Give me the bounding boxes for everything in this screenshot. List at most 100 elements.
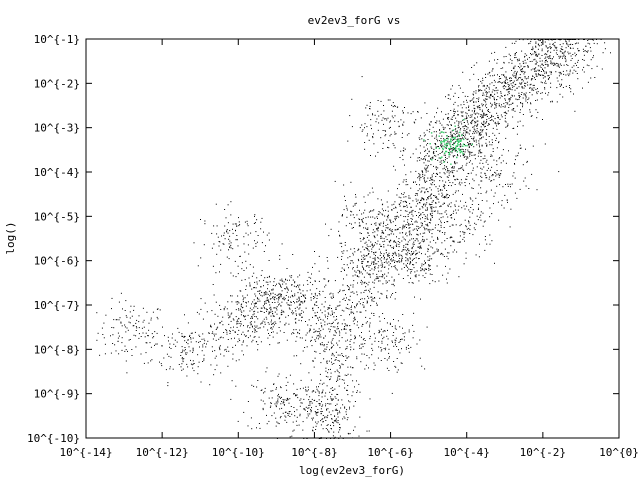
scatter-point	[549, 77, 550, 79]
scatter-point	[486, 120, 488, 122]
scatter-point	[552, 43, 554, 45]
scatter-point	[200, 298, 202, 300]
scatter-point	[442, 254, 444, 256]
scatter-point	[225, 329, 227, 331]
scatter-point	[224, 209, 226, 210]
scatter-point	[229, 331, 231, 333]
scatter-point	[355, 194, 356, 196]
scatter-point	[420, 246, 422, 248]
scatter-point	[367, 261, 368, 263]
scatter-point	[252, 301, 254, 303]
scatter-point	[344, 374, 346, 376]
scatter-point	[272, 390, 274, 392]
scatter-point	[511, 60, 513, 62]
scatter-point	[419, 184, 420, 186]
scatter-point	[557, 63, 559, 65]
scatter-point	[362, 257, 364, 259]
scatter-point	[256, 281, 258, 283]
scatter-point	[389, 219, 391, 221]
scatter-point	[399, 254, 401, 256]
scatter-point	[460, 149, 462, 150]
scatter-point	[409, 197, 411, 199]
scatter-point	[425, 189, 427, 191]
scatter-point	[467, 142, 469, 143]
scatter-point	[359, 311, 361, 313]
scatter-point	[310, 339, 312, 341]
scatter-point	[549, 58, 551, 59]
scatter-point	[471, 110, 473, 112]
scatter-point	[424, 134, 426, 136]
scatter-point	[498, 78, 500, 80]
scatter-point	[534, 58, 536, 60]
scatter-point	[281, 396, 282, 398]
scatter-point	[410, 262, 412, 264]
scatter-point	[375, 121, 377, 123]
scatter-point	[576, 54, 577, 56]
scatter-point	[311, 402, 313, 404]
scatter-point	[473, 227, 475, 229]
scatter-point	[384, 349, 386, 351]
scatter-point	[356, 291, 358, 293]
scatter-point	[220, 309, 222, 310]
scatter-point	[406, 134, 408, 136]
scatter-point	[234, 223, 236, 225]
scatter-point	[426, 167, 428, 169]
scatter-point	[521, 87, 523, 89]
scatter-point	[463, 263, 465, 265]
scatter-point	[557, 80, 559, 82]
scatter-point	[373, 286, 375, 288]
scatter-point	[389, 121, 391, 123]
scatter-point	[363, 258, 365, 260]
scatter-point	[144, 336, 146, 338]
scatter-point	[470, 122, 471, 124]
scatter-point	[261, 291, 263, 293]
scatter-point	[338, 330, 340, 332]
scatter-point	[281, 301, 283, 303]
scatter-point	[461, 207, 463, 209]
scatter-point	[489, 95, 491, 97]
scatter-point	[408, 197, 410, 199]
scatter-point	[244, 318, 246, 320]
scatter-point	[326, 385, 328, 387]
scatter-point	[525, 98, 527, 100]
scatter-point	[307, 411, 308, 412]
scatter-point	[471, 187, 473, 189]
scatter-point	[561, 49, 563, 50]
scatter-point	[429, 265, 431, 267]
scatter-point	[385, 229, 386, 231]
scatter-point	[469, 233, 471, 234]
scatter-point	[311, 345, 313, 347]
scatter-point	[239, 290, 241, 292]
scatter-point	[398, 253, 400, 255]
scatter-point	[294, 307, 296, 309]
scatter-point	[398, 238, 400, 240]
scatter-point	[472, 169, 474, 171]
scatter-point	[549, 55, 551, 56]
scatter-point	[583, 51, 585, 52]
scatter-point	[471, 99, 473, 101]
scatter-point	[417, 157, 419, 159]
scatter-point	[349, 222, 351, 224]
scatter-point	[438, 157, 440, 159]
scatter-point	[519, 96, 521, 97]
scatter-point	[326, 362, 328, 364]
scatter-point	[532, 84, 534, 86]
scatter-point	[571, 58, 573, 59]
scatter-point	[510, 88, 512, 90]
scatter-point	[456, 170, 458, 172]
scatter-point	[274, 293, 276, 295]
scatter-point	[522, 97, 524, 99]
scatter-point	[232, 318, 234, 320]
scatter-point	[378, 265, 380, 267]
scatter-point	[286, 339, 288, 341]
scatter-point	[365, 310, 367, 312]
scatter-point	[420, 218, 421, 220]
scatter-point	[254, 336, 256, 338]
scatter-point	[463, 101, 465, 103]
scatter-point	[371, 187, 373, 189]
scatter-point	[236, 239, 238, 241]
scatter-point	[491, 91, 493, 93]
scatter-point	[510, 103, 512, 105]
scatter-point	[498, 132, 500, 134]
scatter-point	[335, 357, 337, 358]
